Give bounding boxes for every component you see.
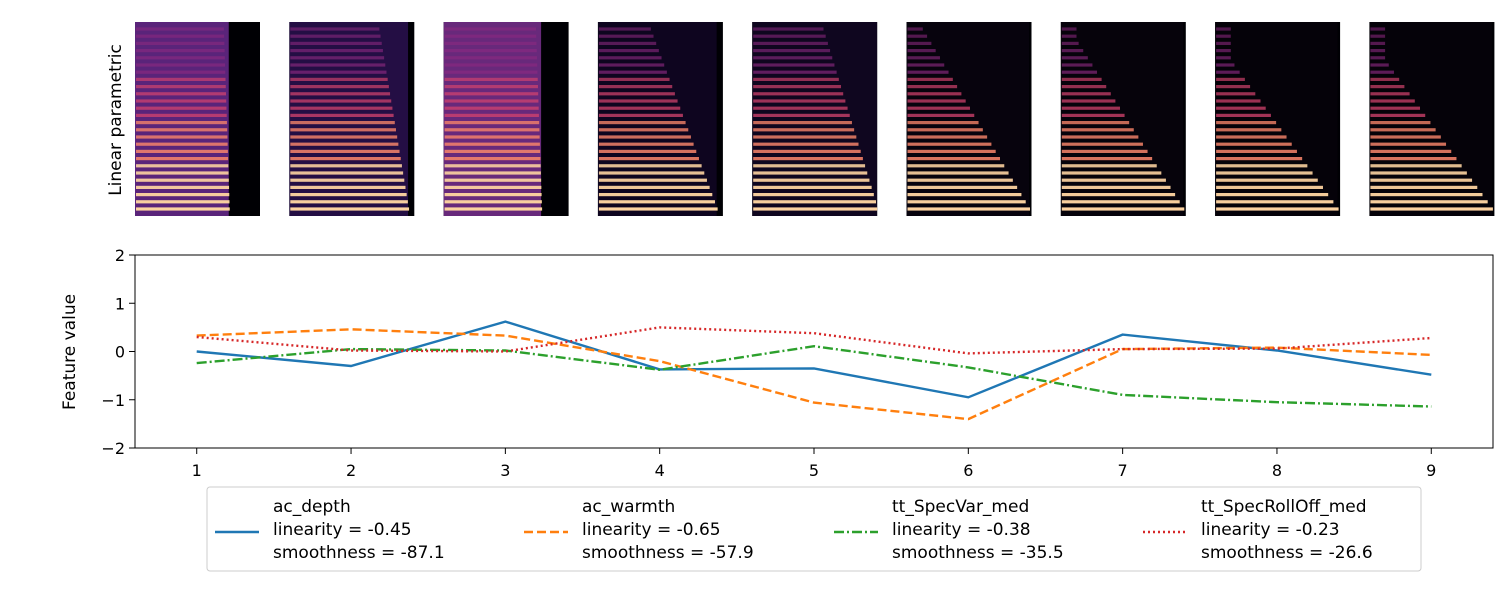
line-chart: 1 2 3 4 5 6 7 8 9 −2 −1 0 1 2 Feature value (60, 246, 1494, 480)
x-tick-label: 1 (192, 461, 202, 480)
y-tick-label: 1 (115, 294, 125, 313)
chart-series-lines (196, 320, 1432, 421)
spectrogram-panel (1215, 22, 1341, 216)
spectrogram-row: Linear parametric (106, 22, 1495, 216)
legend: ac_depth linearity = -0.45 smoothness = -8… (206, 486, 1422, 572)
legend-frame (206, 486, 1422, 572)
legend-smoothness: smoothness = -57.9 (582, 543, 754, 563)
spectrogram-panel (752, 22, 878, 216)
y-tick-label: 0 (115, 343, 125, 362)
legend-series-name: ac_warmth (582, 497, 675, 517)
series-line-tt_SpecRollOff_med (196, 326, 1432, 355)
y-tick-label: −2 (101, 439, 125, 458)
legend-linearity: linearity = -0.23 (1201, 520, 1340, 540)
spectrogram-panel (597, 22, 723, 216)
x-tick-label: 3 (500, 461, 510, 480)
x-tick-label: 6 (963, 461, 973, 480)
legend-linearity: linearity = -0.38 (892, 520, 1031, 540)
spectrogram-panel (135, 22, 260, 216)
spectrogram-panels (135, 22, 1495, 216)
legend-series-name: ac_depth (273, 497, 351, 517)
legend-linearity: linearity = -0.65 (582, 520, 721, 540)
legend-smoothness: smoothness = -26.6 (1201, 543, 1373, 563)
legend-item-ac_depth: ac_depth linearity = -0.45 smoothness = -8… (215, 497, 445, 563)
legend-item-tt_SpecRollOff_med: tt_SpecRollOff_med linearity = -0.23 smoot… (1143, 497, 1373, 563)
x-tick-label: 9 (1426, 461, 1436, 480)
spectrogram-panel (443, 22, 569, 216)
legend-item-tt_SpecVar_med: tt_SpecVar_med linearity = -0.38 smoothnes… (834, 497, 1064, 563)
legend-series-name: tt_SpecRollOff_med (1201, 497, 1367, 517)
spectrogram-panel (289, 22, 415, 216)
legend-series-name: tt_SpecVar_med (892, 497, 1029, 517)
x-tick-label: 2 (346, 461, 356, 480)
legend-smoothness: smoothness = -35.5 (892, 543, 1064, 563)
x-tick-label: 7 (1118, 461, 1128, 480)
legend-item-ac_warmth: ac_warmth linearity = -0.65 smoothness = -… (524, 497, 754, 563)
y-axis: −2 −1 0 1 2 (101, 246, 135, 458)
x-tick-label: 8 (1272, 461, 1282, 480)
spectrogram-panel (1369, 22, 1495, 216)
spectrogram-panel (1060, 22, 1186, 216)
x-axis: 1 2 3 4 5 6 7 8 9 (192, 448, 1436, 480)
spectrogram-panel (906, 22, 1032, 216)
y-tick-label: −1 (101, 391, 125, 410)
y-tick-label: 2 (115, 246, 125, 265)
y-axis-label: Feature value (60, 294, 80, 410)
x-tick-label: 5 (809, 461, 819, 480)
series-line-ac_warmth (196, 328, 1432, 421)
legend-smoothness: smoothness = -87.1 (273, 543, 445, 563)
x-tick-label: 4 (655, 461, 665, 480)
legend-linearity: linearity = -0.45 (273, 520, 412, 540)
spectrogram-row-ylabel: Linear parametric (106, 44, 126, 196)
